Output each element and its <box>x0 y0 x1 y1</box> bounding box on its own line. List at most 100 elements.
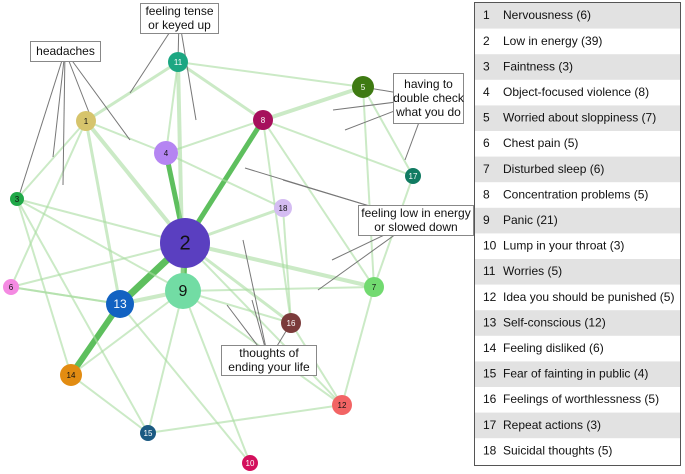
edge <box>282 207 292 324</box>
callout-pointer <box>242 239 269 361</box>
node <box>405 168 421 184</box>
callout-text: double check <box>393 91 465 105</box>
edge <box>184 241 375 289</box>
callout-box <box>393 73 464 124</box>
edge <box>341 286 375 406</box>
node <box>332 395 352 415</box>
node <box>10 192 24 206</box>
legend-row-bg <box>475 105 680 131</box>
node <box>168 52 188 72</box>
edge <box>85 60 179 123</box>
edge <box>147 404 343 434</box>
node-label: 11 <box>174 58 183 67</box>
legend-number: 17 <box>483 418 497 432</box>
legend-text: Concentration problems (5) <box>503 187 648 201</box>
node <box>160 218 210 268</box>
legend-number: 13 <box>483 315 497 329</box>
node-label: 4 <box>164 149 169 158</box>
node <box>140 425 156 441</box>
legend-text: Fear of fainting in public (4) <box>503 367 648 381</box>
edge <box>147 290 184 434</box>
node-label: 13 <box>113 297 127 311</box>
node-label: 14 <box>67 371 76 380</box>
legend-number: 2 <box>483 34 490 48</box>
legend-number: 18 <box>483 443 497 457</box>
legend-number: 15 <box>483 367 497 381</box>
callout-box <box>140 3 219 34</box>
legend-text: Disturbed sleep (6) <box>503 162 604 176</box>
callout-pointer <box>17 50 66 200</box>
node <box>242 455 258 471</box>
legend-text: Nervousness (6) <box>503 8 591 22</box>
edge <box>85 120 167 154</box>
legend-row-bg <box>475 361 680 387</box>
legend-number: 9 <box>483 213 490 227</box>
legend-text: Lump in your throat (3) <box>503 239 624 253</box>
node-label: 15 <box>144 429 153 438</box>
legend-text: Feeling disliked (6) <box>503 341 604 355</box>
legend-text: Panic (21) <box>503 213 558 227</box>
node <box>154 141 178 165</box>
callout-pointer <box>64 50 131 141</box>
edge <box>165 119 264 154</box>
edge <box>165 152 284 209</box>
edge <box>362 86 414 177</box>
edge <box>262 119 375 288</box>
edge <box>362 86 375 288</box>
node-label: 1 <box>84 117 89 126</box>
legend-text: Faintness (3) <box>503 59 573 73</box>
edge <box>16 120 87 200</box>
edge <box>119 303 251 464</box>
node-label: 17 <box>409 172 418 181</box>
callout-box <box>221 345 317 376</box>
legend-row-bg <box>475 310 680 336</box>
node-label: 7 <box>372 283 377 292</box>
legend-row-bg <box>475 207 680 234</box>
edge <box>10 120 87 288</box>
legend-number: 3 <box>483 59 490 73</box>
callout-pointer <box>52 50 66 158</box>
legend-number: 7 <box>483 162 490 176</box>
edges <box>10 60 414 464</box>
node-label: 10 <box>246 459 255 468</box>
legend-number: 16 <box>483 392 497 406</box>
callout-box <box>30 41 101 62</box>
legend-row-bg <box>475 156 680 183</box>
node <box>253 110 273 130</box>
legend-text: Object-focused violence (8) <box>503 85 649 99</box>
callout-text: what you do <box>395 105 461 119</box>
node-label: 3 <box>15 195 20 204</box>
node <box>60 364 82 386</box>
edge <box>16 198 72 376</box>
edge <box>16 198 186 244</box>
legend-text: Idea you should be punished (5) <box>503 290 674 304</box>
legend-row-bg <box>475 259 680 285</box>
legend-text: Suicidal thoughts (5) <box>503 443 612 457</box>
callout-text: or slowed down <box>374 220 457 234</box>
node-label: 12 <box>338 401 347 410</box>
legend-number: 4 <box>483 85 490 99</box>
node-label: 9 <box>179 283 188 300</box>
node <box>76 111 96 131</box>
legend-row-bg <box>475 412 680 439</box>
callout-text: headaches <box>36 44 95 58</box>
callout-text: or keyed up <box>148 18 211 32</box>
legend: 1 Nervousness (6) 2 Low in energy (39) 3 Fain… <box>475 3 680 457</box>
node <box>165 273 201 309</box>
edge <box>70 374 149 434</box>
edge <box>84 120 122 305</box>
edge <box>177 61 364 88</box>
legend-text: Worried about sloppiness (7) <box>503 111 656 125</box>
edge <box>262 85 364 122</box>
node <box>364 277 384 297</box>
legend-number: 10 <box>483 239 497 253</box>
callout-text: thoughts of <box>239 346 299 360</box>
node-label: 6 <box>9 283 14 292</box>
legend-number: 11 <box>483 264 496 278</box>
node-label: 18 <box>279 204 288 213</box>
edge <box>262 119 292 324</box>
node <box>106 290 134 318</box>
